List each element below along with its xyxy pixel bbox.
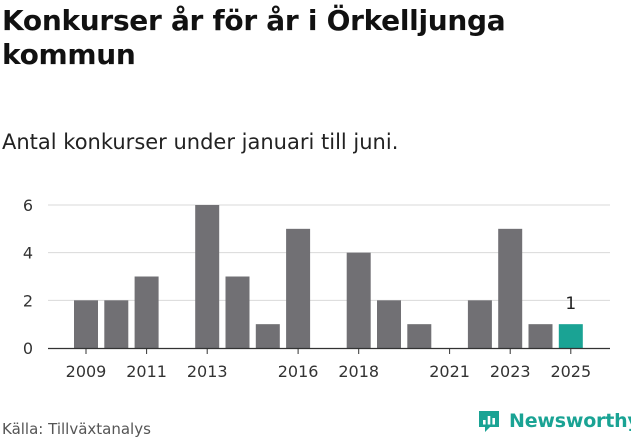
y-tick-label: 0 bbox=[23, 339, 33, 358]
bar-2020 bbox=[407, 324, 432, 348]
x-tick-label: 2018 bbox=[338, 362, 379, 381]
x-tick-label: 2016 bbox=[278, 362, 319, 381]
x-tick-label: 2011 bbox=[126, 362, 167, 381]
bar-2016 bbox=[286, 228, 311, 348]
bar-2015 bbox=[255, 324, 280, 348]
bar-2011 bbox=[134, 276, 159, 348]
bar-2025 bbox=[558, 324, 583, 348]
bar-2010 bbox=[104, 300, 129, 348]
source-note: Källa: Tillväxtanalys bbox=[2, 420, 151, 438]
data-label: 1 bbox=[565, 294, 576, 314]
x-tick-label: 2025 bbox=[550, 362, 591, 381]
page-title: Konkurser år för år i Örkelljunga kommun bbox=[2, 4, 506, 71]
newsworthy-logo-icon bbox=[479, 411, 499, 432]
bar-2023 bbox=[498, 228, 523, 348]
y-tick-label: 2 bbox=[23, 291, 33, 310]
bar-2013 bbox=[195, 205, 220, 348]
bar-2022 bbox=[467, 300, 492, 348]
bar-2019 bbox=[377, 300, 401, 348]
brand-name: Newsworthy bbox=[509, 410, 631, 432]
y-tick-label: 6 bbox=[23, 196, 33, 215]
bar-2024 bbox=[528, 324, 553, 348]
bar-2009 bbox=[74, 300, 98, 348]
bar-chart: 0 2 4 6 2009 2011 2013 2016 2018 2021 2023 2025 1 bbox=[23, 196, 610, 381]
y-tick-label: 4 bbox=[23, 244, 33, 263]
x-tick-label: 2013 bbox=[187, 362, 228, 381]
x-tick-label: 2021 bbox=[429, 362, 470, 381]
bar-2014 bbox=[225, 276, 250, 348]
x-tick-label: 2023 bbox=[490, 362, 531, 381]
brand-logo: Newsworthy bbox=[476, 408, 631, 434]
bar-2018 bbox=[346, 252, 371, 348]
chart-subtitle: Antal konkurser under januari till juni. bbox=[2, 130, 399, 154]
x-tick-label: 2009 bbox=[66, 362, 107, 381]
